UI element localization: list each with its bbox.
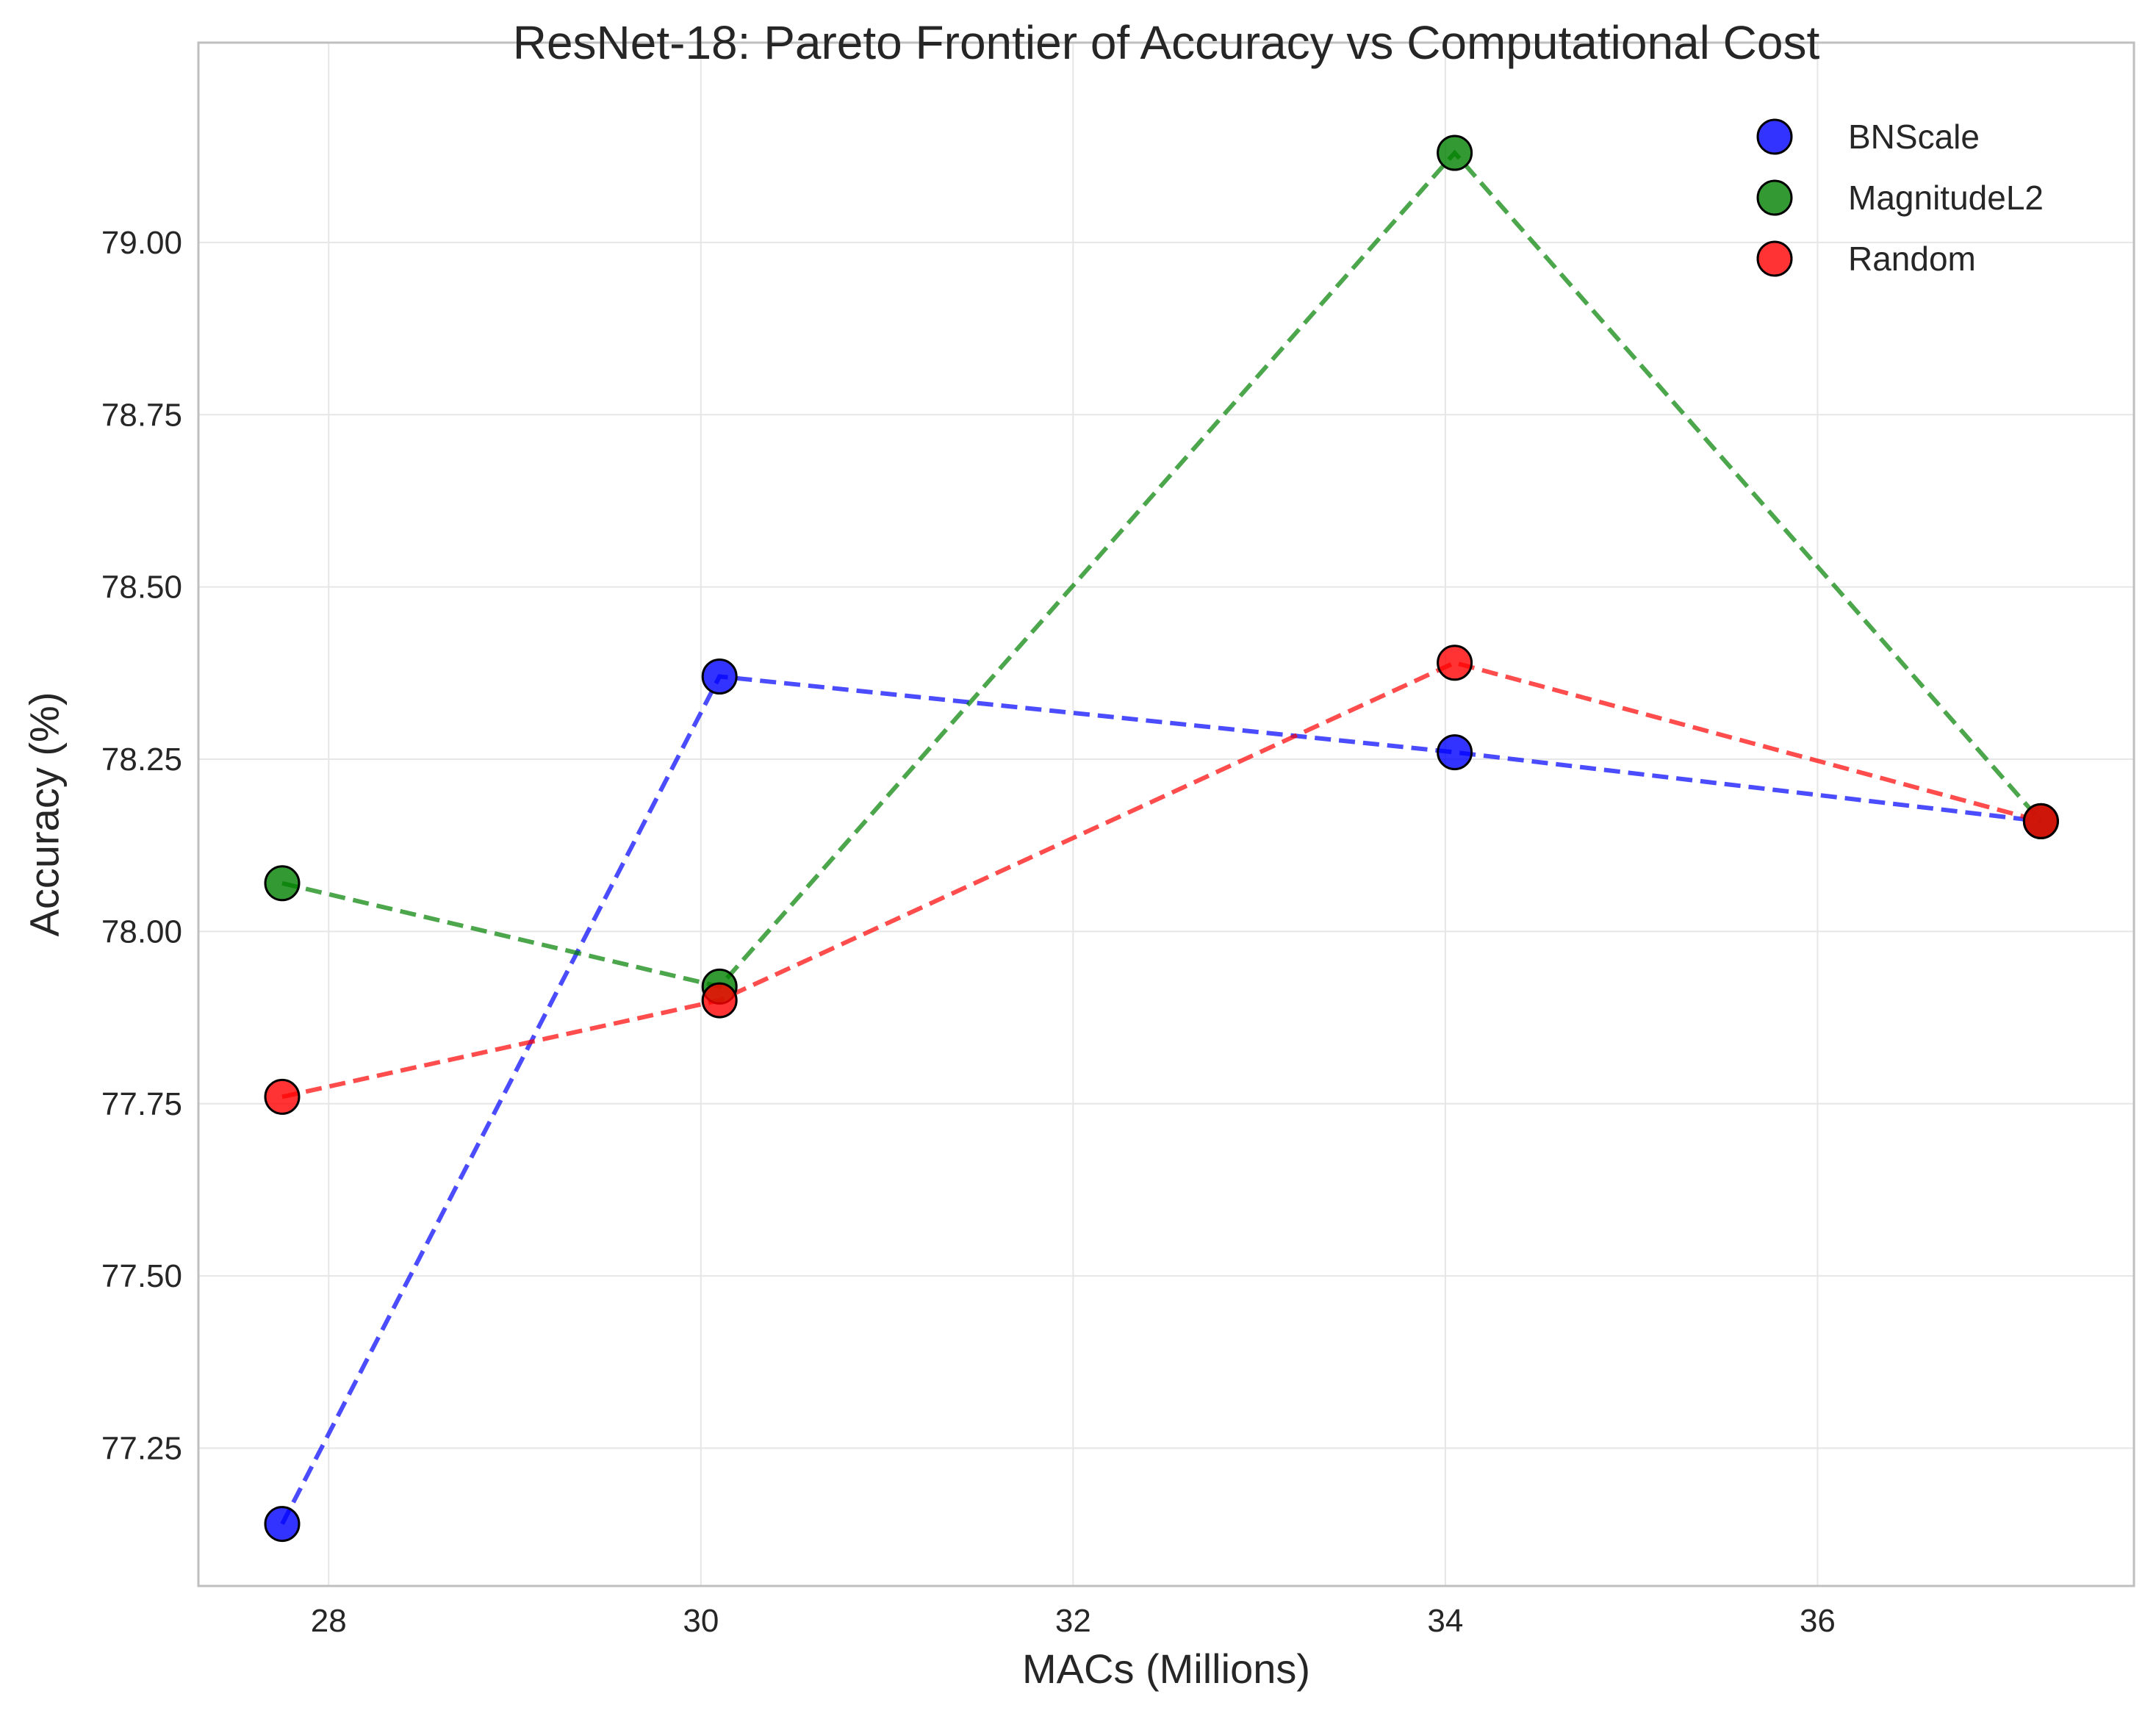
legend-label-magnitudel2: MagnitudeL2 <box>1848 179 2044 217</box>
legend-label-bnscale: BNScale <box>1848 118 1980 156</box>
y-tick-label: 77.25 <box>101 1431 182 1467</box>
data-point-bnscale <box>701 658 738 695</box>
data-point-random <box>1437 645 1473 681</box>
data-point-bnscale <box>1437 734 1473 771</box>
y-tick-label: 78.50 <box>101 570 182 606</box>
series-line-magnitudel2 <box>281 149 2043 989</box>
y-tick-label: 78.00 <box>101 914 182 950</box>
y-tick-label: 77.75 <box>101 1086 182 1122</box>
legend-marker-magnitudel2 <box>1756 179 1793 216</box>
legend-marker-bnscale <box>1756 118 1793 155</box>
x-tick-label: 34 <box>1427 1603 1463 1639</box>
x-tick-label: 36 <box>1800 1603 1836 1639</box>
x-tick-label: 32 <box>1055 1603 1091 1639</box>
y-tick-label: 77.50 <box>101 1258 182 1294</box>
y-axis-title: Accuracy (%) <box>21 692 68 937</box>
x-tick-label: 30 <box>683 1603 719 1639</box>
data-point-random <box>2022 803 2059 839</box>
legend: BNScale MagnitudeL2 Random <box>1756 118 2044 278</box>
data-point-magnitudel2 <box>264 865 301 902</box>
x-tick-label: 28 <box>311 1603 347 1639</box>
series-line-bnscale <box>280 674 2041 1525</box>
x-axis-title: MACs (Millions) <box>1022 1646 1310 1692</box>
series-lines <box>280 149 2043 1525</box>
y-tick-label: 79.00 <box>101 225 182 261</box>
data-point-random <box>701 982 738 1019</box>
plot-frame <box>197 41 2135 1587</box>
series-points <box>264 134 2059 1543</box>
y-tick-label: 78.25 <box>101 742 182 778</box>
data-point-magnitudel2 <box>1437 134 1473 171</box>
legend-label-random: Random <box>1848 240 1976 278</box>
data-point-bnscale <box>264 1506 301 1543</box>
y-tick-label: 78.75 <box>101 397 182 433</box>
series-line-random <box>281 660 2042 1099</box>
legend-marker-random <box>1756 240 1793 277</box>
chart-title: ResNet-18: Pareto Frontier of Accuracy v… <box>513 16 1820 69</box>
data-point-random <box>264 1078 301 1115</box>
y-axis-ticks: 77.25 77.50 77.75 78.00 78.25 78.50 78.75 79.00 <box>101 225 182 1467</box>
x-axis-ticks: 28 30 32 34 36 <box>311 1603 1836 1639</box>
